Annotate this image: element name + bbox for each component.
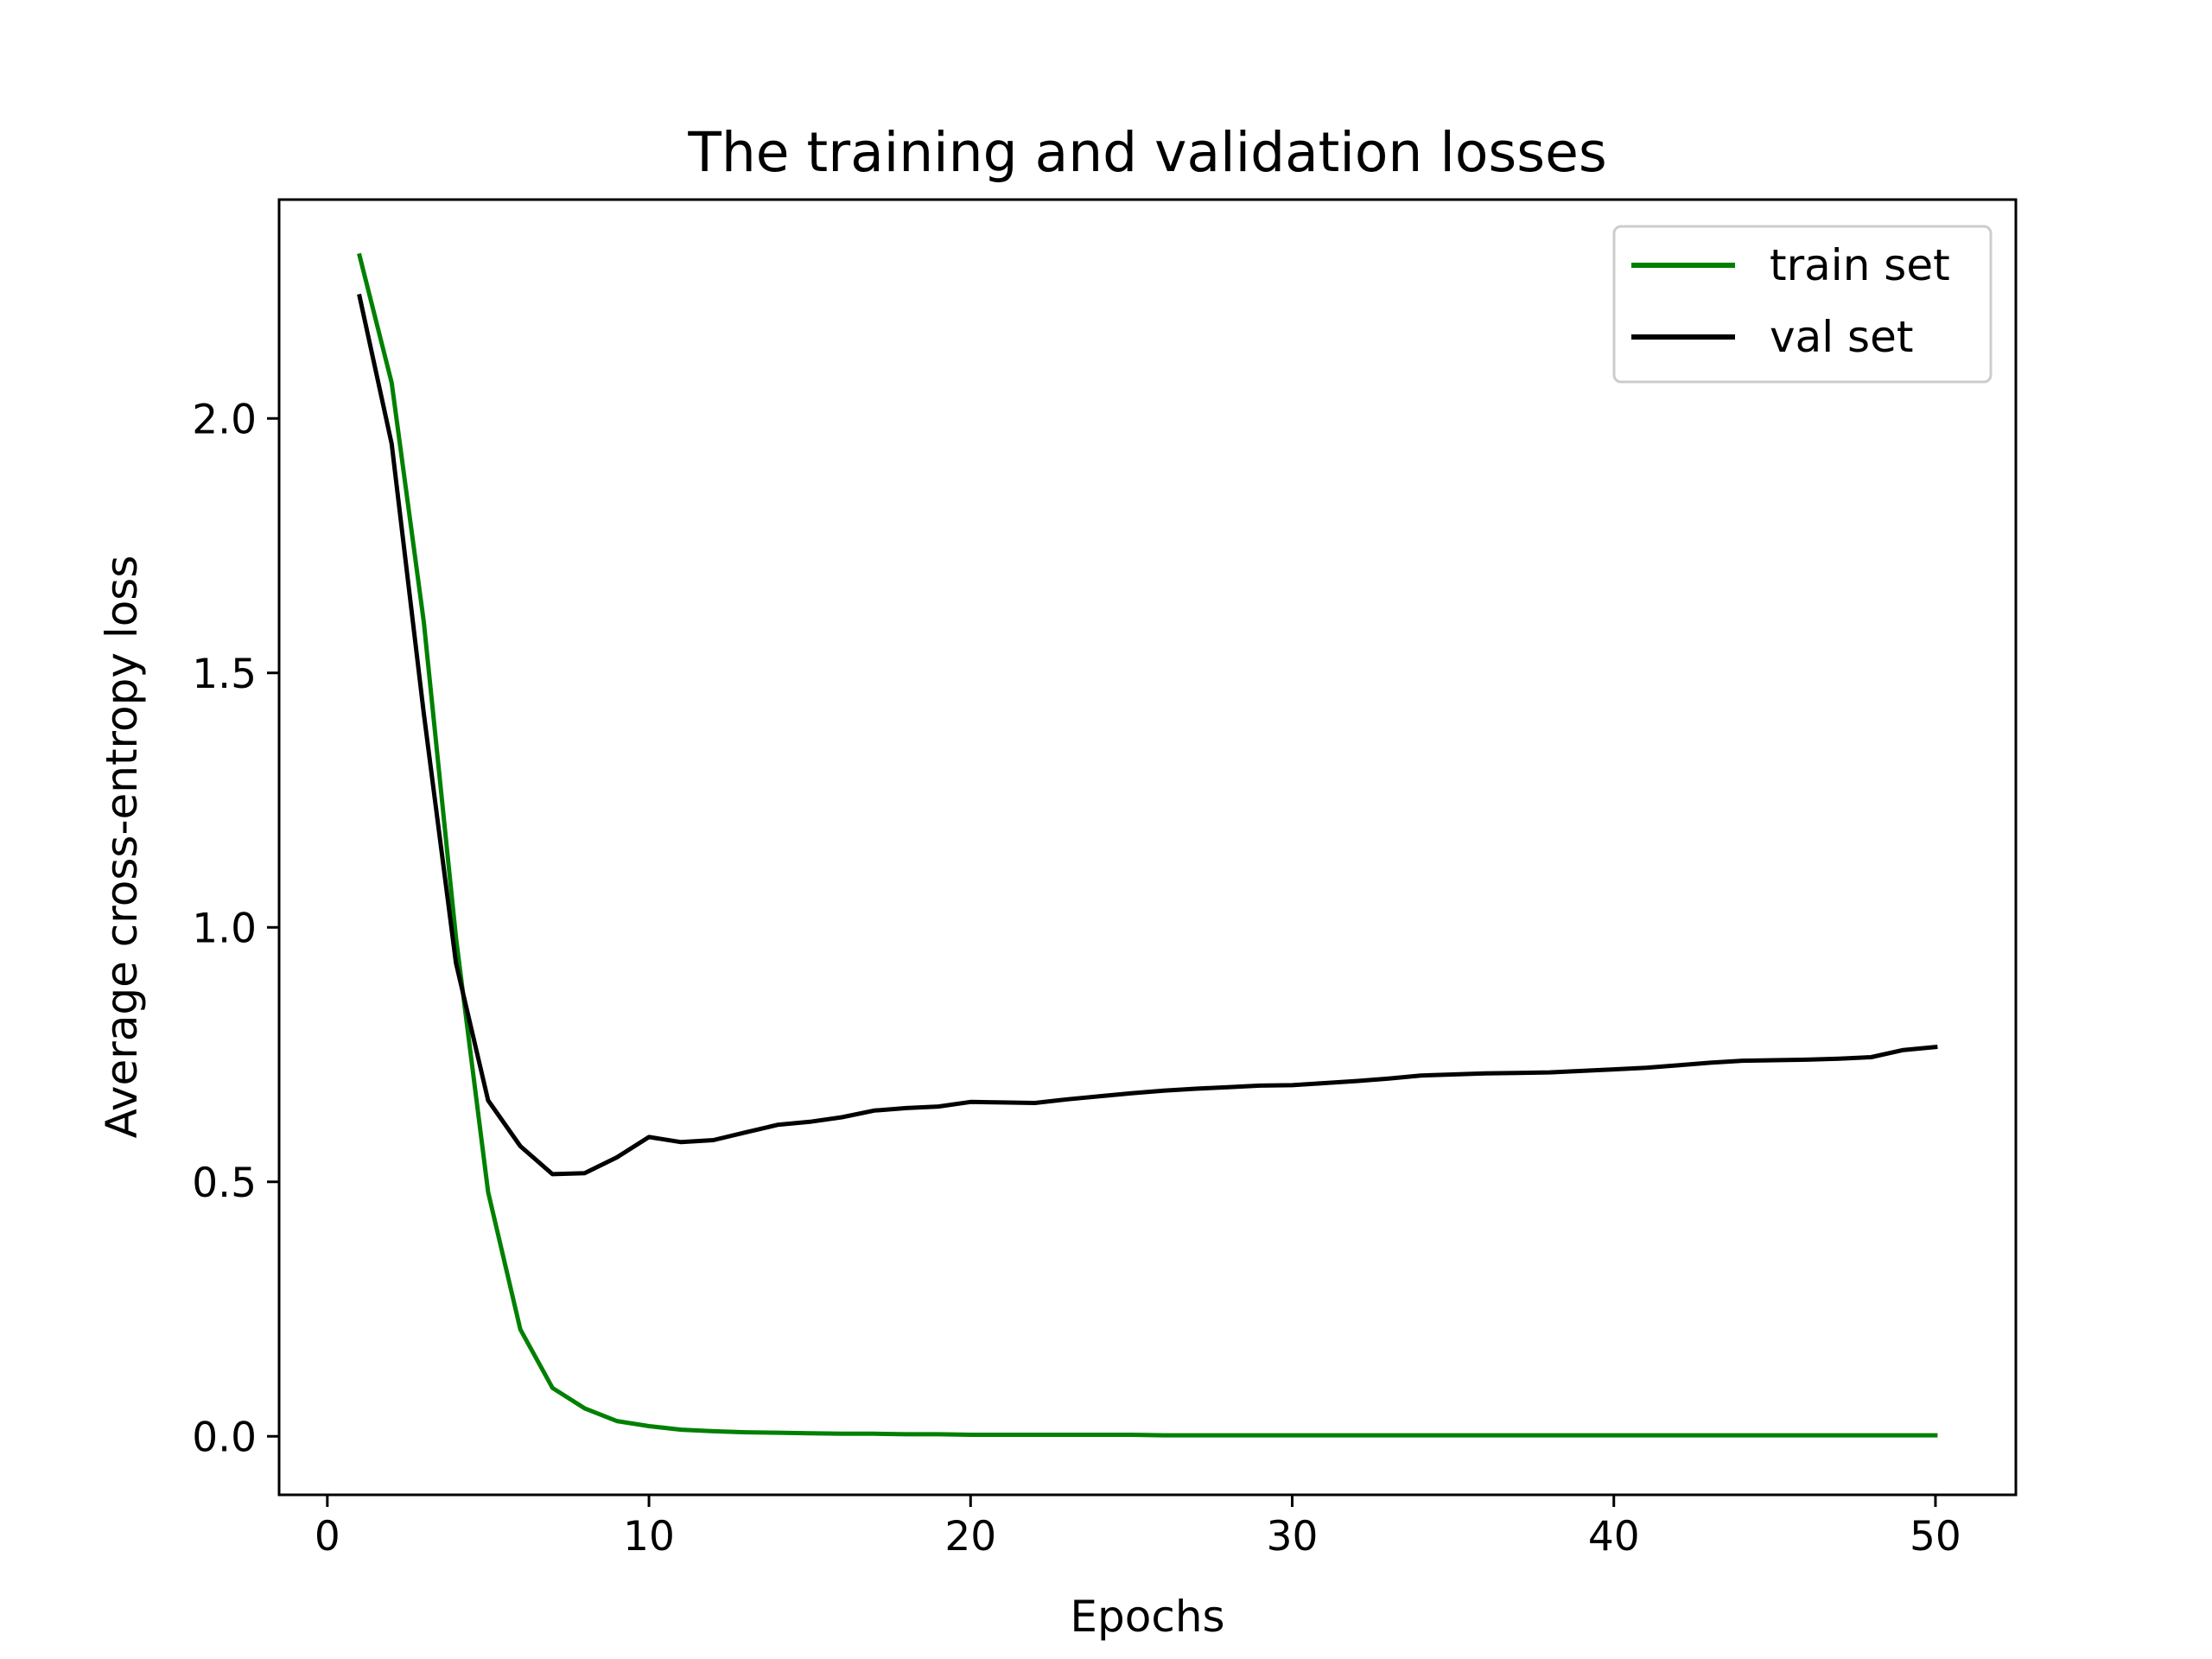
legend: train set val set — [1612, 225, 1993, 384]
y-tick-label: 0.0 — [192, 1414, 257, 1461]
chart-title: The training and validation losses — [687, 121, 1606, 184]
x-axis-ticks: 0 10 20 30 40 50 — [315, 1495, 1961, 1560]
x-tick-label: 50 — [1910, 1513, 1961, 1560]
plot-lines — [357, 252, 1938, 1438]
series-line-train-set — [357, 252, 1938, 1438]
series-line-val-set — [357, 293, 1938, 1177]
y-axis-ticks: 0.0 0.5 1.0 1.5 2.0 — [192, 396, 279, 1461]
x-tick-label: 20 — [944, 1513, 996, 1560]
y-tick-label: 1.0 — [192, 905, 257, 952]
x-axis-label: Epochs — [1070, 1592, 1224, 1642]
x-tick-label: 0 — [315, 1513, 340, 1560]
axes-frame — [277, 198, 2018, 1497]
y-tick-label: 1.5 — [192, 651, 257, 698]
y-tick-label: 0.5 — [192, 1160, 257, 1207]
legend-label-val-set: val set — [1770, 312, 1913, 362]
x-tick-label: 10 — [623, 1513, 675, 1560]
x-tick-label: 30 — [1267, 1513, 1319, 1560]
y-tick-label: 2.0 — [192, 396, 257, 443]
y-axis-label: Average cross-entropy loss — [97, 556, 147, 1139]
legend-label-train-set: train set — [1770, 240, 1950, 290]
x-tick-label: 40 — [1588, 1513, 1640, 1560]
